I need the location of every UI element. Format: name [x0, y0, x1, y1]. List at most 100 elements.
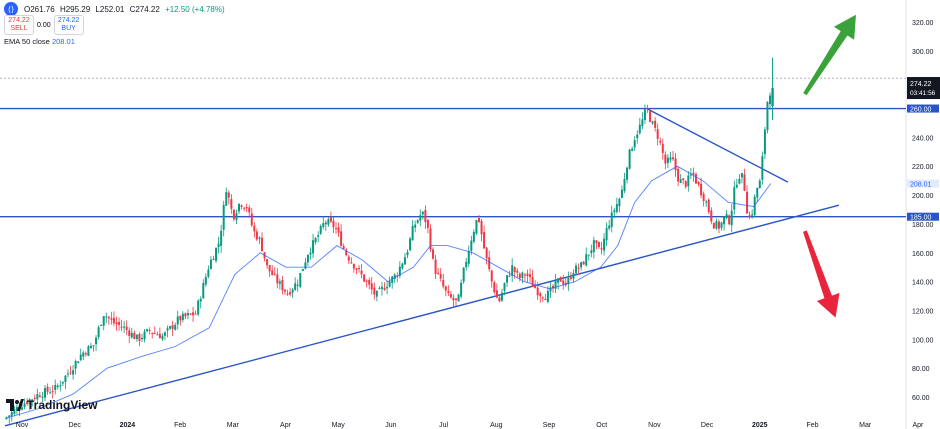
candle-body: [253, 225, 256, 232]
candle-body: [289, 292, 292, 295]
candle-body: [204, 276, 207, 285]
x-tick-label: Nov: [648, 422, 661, 429]
ohlc-legend: O261.76 H295.29 L252.01 C274.22 +12.50 (…: [24, 5, 228, 14]
candle-body: [654, 120, 657, 128]
candle-body: [148, 330, 151, 332]
candle-body: [197, 300, 200, 315]
x-tick-label: Aug: [490, 422, 503, 429]
buy-button[interactable]: 274.22 BUY: [53, 15, 84, 35]
candle-body: [725, 214, 728, 219]
candle-body: [577, 267, 580, 269]
candle-body: [169, 326, 172, 329]
candle-body: [641, 119, 644, 126]
trendline-1: [4, 204, 840, 427]
candle-body: [87, 346, 90, 356]
candle-body: [694, 174, 697, 184]
price-axis[interactable]: 60.00 80.00 100.00 120.00 140.00 160.00 180.00…: [907, 20, 940, 402]
candle-body: [64, 375, 67, 382]
candle-body: [426, 220, 429, 228]
candle-body: [414, 224, 417, 228]
candle-body: [751, 214, 754, 216]
x-tick-label: 2024: [120, 422, 136, 429]
candle-body: [483, 232, 486, 249]
candle-body: [580, 262, 583, 268]
candle-body: [380, 286, 383, 290]
candle-body: [21, 407, 24, 410]
candle-body: [105, 316, 108, 318]
ema-label: EMA 50 close: [4, 37, 50, 46]
candle-body: [391, 276, 394, 283]
candle-body: [666, 157, 669, 163]
candle-body: [355, 268, 358, 270]
last-price-label: 274.22: [910, 81, 932, 88]
candle-body: [95, 337, 98, 345]
candle-body: [615, 204, 618, 212]
sell-button[interactable]: 274.22 SELL: [4, 15, 34, 35]
candle-body: [161, 335, 164, 340]
candle-body: [429, 228, 432, 250]
candle-body: [506, 275, 509, 283]
y-tick-label: 60.00: [912, 395, 930, 402]
candle-body: [631, 148, 634, 151]
candle-body: [135, 334, 138, 339]
ohlc-open: O261.76: [24, 4, 55, 14]
candle-body: [365, 280, 368, 282]
candle-body: [746, 191, 749, 214]
candle-body: [684, 181, 687, 187]
candle-body: [710, 210, 713, 222]
y-tick-label: 180.00: [912, 222, 934, 229]
candle-body: [457, 294, 460, 302]
buy-label: BUY: [61, 25, 76, 32]
candle-body: [276, 274, 279, 284]
candle-body: [383, 288, 386, 290]
candle-body: [202, 283, 205, 299]
x-tick-label: Feb: [174, 422, 186, 429]
candle-body: [386, 286, 389, 289]
candle-body: [500, 292, 503, 301]
candle-body: [271, 270, 274, 276]
y-tick-label: 100.00: [912, 337, 934, 344]
y-tick-label: 240.00: [912, 135, 934, 142]
candle-body: [181, 313, 184, 321]
candle-body: [15, 407, 18, 411]
candle-body: [672, 157, 675, 160]
candle-body: [735, 184, 738, 188]
candle-body: [590, 250, 593, 254]
candle-body: [110, 318, 113, 320]
sell-label: SELL: [10, 25, 28, 32]
symbol-icon[interactable]: ⟨⟩: [4, 2, 18, 16]
candle-body: [317, 235, 320, 237]
candle-body: [153, 332, 156, 334]
candle-body: [603, 238, 606, 251]
tradingview-logo: TradingView: [6, 398, 97, 412]
candle-body: [74, 360, 77, 369]
candle-body: [309, 252, 312, 255]
x-tick-label: Dec: [701, 422, 714, 429]
candle-body: [281, 280, 284, 291]
candle-body: [546, 290, 549, 302]
candle-body: [480, 220, 483, 235]
x-tick-label: Jun: [385, 422, 396, 429]
candle-body: [743, 174, 746, 191]
trendlines: [4, 107, 840, 427]
y-tick-label: 220.00: [912, 164, 934, 171]
chart-grid: [0, 0, 907, 429]
candle-body: [664, 154, 667, 164]
candle-body: [54, 384, 57, 390]
level-185-label: 185.00: [910, 215, 932, 222]
candle-body: [232, 209, 235, 220]
candle-body: [337, 227, 340, 233]
candle-body: [329, 216, 332, 222]
candle-body: [569, 277, 572, 280]
candle-body: [562, 280, 565, 285]
candle-body: [375, 290, 378, 297]
candle-body-last: [771, 88, 774, 106]
candle-body: [643, 109, 646, 120]
candle-body: [370, 283, 373, 290]
candle-body: [306, 254, 309, 263]
candle-body: [661, 143, 664, 153]
time-axis[interactable]: Nov Dec 2024 Feb Mar Apr May Jun Jul Aug Sep Oct Nov…: [16, 422, 924, 429]
ema-legend[interactable]: EMA 50 close 208.01: [4, 37, 75, 46]
candle-body: [220, 230, 223, 246]
